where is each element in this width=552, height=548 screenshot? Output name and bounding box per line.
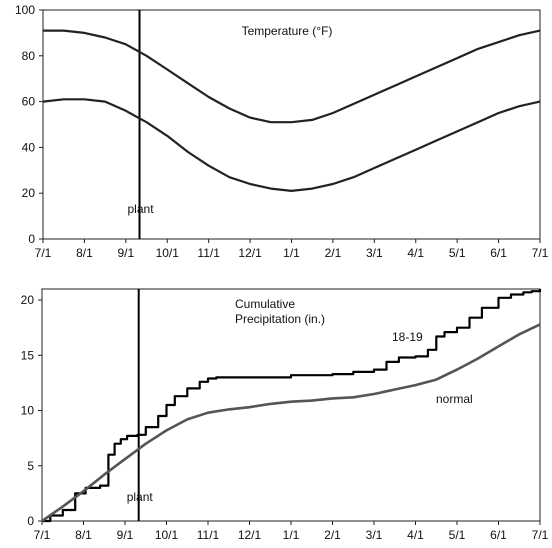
y-tick-label: 20: [21, 293, 35, 307]
precipitation-chart-title-line1: Cumulative: [235, 297, 295, 311]
plant-marker-label: plant: [127, 490, 154, 504]
x-tick-label: 7/1: [532, 246, 549, 260]
x-tick-label: 10/1: [156, 246, 180, 260]
x-tick-label: 2/1: [325, 246, 342, 260]
x-tick-label: 5/1: [449, 246, 466, 260]
x-tick-label: 7/1: [34, 528, 51, 542]
y-tick-label: 40: [22, 140, 36, 154]
y-tick-label: 10: [21, 404, 35, 418]
x-tick-label: 6/1: [490, 528, 507, 542]
x-tick-label: 1/1: [283, 528, 300, 542]
x-tick-label: 10/1: [155, 528, 179, 542]
y-tick-label: 80: [22, 49, 36, 63]
x-tick-label: 8/1: [76, 246, 93, 260]
plant-marker-label: plant: [128, 202, 155, 216]
x-tick-label: 4/1: [407, 528, 424, 542]
series-label-18-19: 18-19: [392, 330, 423, 344]
x-tick-label: 11/1: [197, 246, 220, 260]
x-tick-label: 12/1: [238, 246, 262, 260]
x-tick-label: 2/1: [324, 528, 341, 542]
x-tick-label: 6/1: [490, 246, 507, 260]
y-tick-label: 100: [15, 3, 35, 17]
x-tick-label: 9/1: [117, 246, 134, 260]
series-line-normal-high: [43, 29, 541, 124]
series-label-normal: normal: [436, 392, 473, 406]
temperature-chart: Temperature (°F) 0 20 40 60 80 100 7/1 8/1 9/1 10…: [15, 3, 549, 260]
x-tick-label: 4/1: [407, 246, 424, 260]
x-tick-label: 11/1: [197, 528, 220, 542]
x-tick-label: 9/1: [117, 528, 134, 542]
y-tick-label: 20: [22, 186, 36, 200]
y-tick-label: 60: [22, 95, 36, 109]
x-tick-label: 7/1: [35, 246, 52, 260]
precipitation-chart: Cumulative Precipitation (in.) 0 5 10 15 20 7…: [21, 288, 549, 542]
x-tick-label: 12/1: [238, 528, 262, 542]
y-tick-label: 0: [28, 232, 35, 246]
plot-frame: [42, 9, 541, 240]
x-tick-label: 5/1: [449, 528, 466, 542]
x-tick-label: 1/1: [283, 246, 300, 260]
x-tick-label: 3/1: [366, 528, 383, 542]
series-line-18-19: [42, 289, 542, 523]
x-tick-label: 3/1: [366, 246, 383, 260]
y-tick-label: 5: [27, 459, 34, 473]
precipitation-chart-title-line2: Precipitation (in.): [235, 312, 325, 326]
x-tick-label: 8/1: [75, 528, 92, 542]
x-tick-label: 7/1: [532, 528, 549, 542]
y-tick-label: 0: [27, 514, 34, 528]
series-line-normal-low: [42, 98, 541, 192]
temperature-chart-title: Temperature (°F): [242, 24, 333, 38]
y-tick-label: 15: [21, 348, 35, 362]
series-line-normal: [41, 323, 541, 523]
